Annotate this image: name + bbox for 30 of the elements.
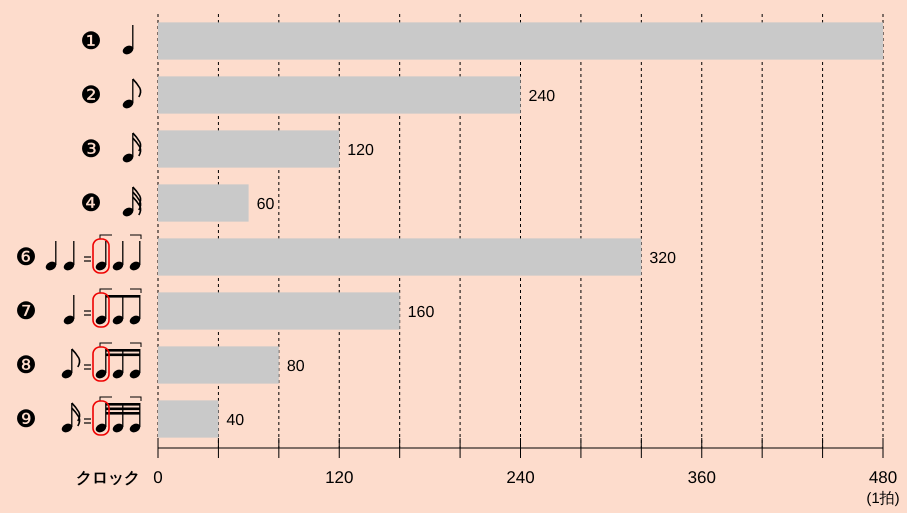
x-tick-label: 120: [325, 468, 354, 487]
bar: [158, 184, 249, 222]
x-tick-label: 360: [688, 468, 716, 487]
y-tick-label: ❻: [15, 244, 37, 271]
x-tick-label: 0: [153, 468, 163, 487]
bar: [158, 292, 400, 330]
bar: [158, 130, 340, 168]
y-tick-label: ❷: [80, 82, 102, 109]
y-tick-label: ❽: [15, 352, 37, 379]
bar: [158, 238, 642, 276]
data-label: 160: [408, 304, 434, 321]
y-tick-label: ❼: [15, 298, 37, 325]
y-tick-label: ❸: [80, 136, 102, 163]
x-tick-label: 240: [506, 468, 535, 487]
data-label: 240: [528, 88, 556, 105]
y-tick-label: ❹: [80, 190, 102, 217]
bar: [158, 346, 279, 384]
data-label: 60: [256, 196, 275, 213]
x-axis-title: クロック: [76, 470, 140, 487]
x-tick-label: 480: [868, 468, 898, 487]
bar: [158, 76, 520, 114]
data-label: 320: [649, 250, 676, 267]
data-label: 40: [226, 412, 244, 429]
data-label: 80: [286, 358, 305, 375]
text: (1拍): [866, 490, 900, 507]
y-tick-label: ❶: [80, 28, 102, 55]
bar: [158, 22, 883, 60]
data-label: 120: [347, 142, 374, 159]
bar: [158, 400, 218, 438]
y-tick-label: ❾: [15, 406, 37, 433]
